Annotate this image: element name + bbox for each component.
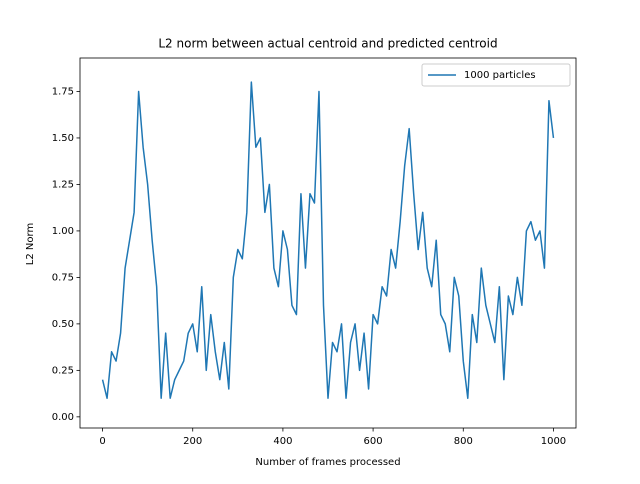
y-tick-label: 0.00 bbox=[52, 412, 74, 423]
x-tick-label: 600 bbox=[364, 436, 383, 447]
plot-frame bbox=[79, 57, 577, 429]
x-tick-label: 800 bbox=[454, 436, 473, 447]
x-tick-label: 400 bbox=[273, 436, 292, 447]
chart-title: L2 norm between actual centroid and pred… bbox=[158, 37, 497, 51]
y-tick-label: 1.50 bbox=[52, 133, 74, 144]
y-axis-label: L2 Norm bbox=[25, 223, 36, 265]
y-tick-label: 0.25 bbox=[52, 365, 74, 376]
y-tick-label: 1.75 bbox=[52, 86, 74, 97]
legend-box bbox=[421, 63, 571, 87]
x-tick-label: 1000 bbox=[541, 436, 566, 447]
y-tick-label: 0.50 bbox=[52, 319, 74, 330]
data-line bbox=[101, 81, 555, 400]
y-tick-label: 1.25 bbox=[52, 179, 74, 190]
legend-label: 1000 particles bbox=[464, 70, 536, 81]
x-tick-label: 200 bbox=[183, 436, 202, 447]
y-tick-label: 1.00 bbox=[52, 226, 74, 237]
x-tick-label: 0 bbox=[99, 436, 105, 447]
y-tick-label: 0.75 bbox=[52, 272, 74, 283]
x-axis-label: Number of frames processed bbox=[255, 457, 400, 468]
